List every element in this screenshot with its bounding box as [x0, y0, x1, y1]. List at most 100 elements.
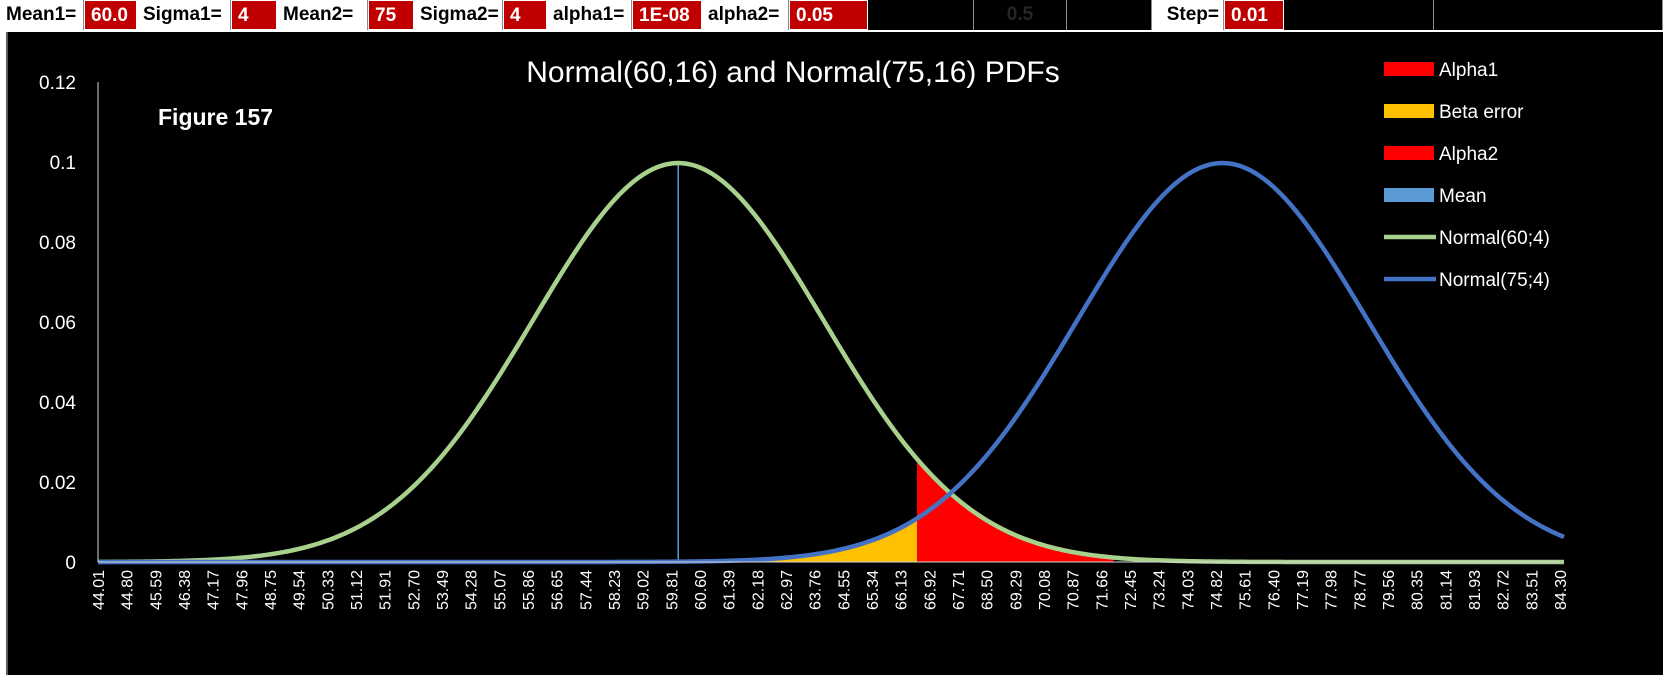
x-tick-label: 54.28: [464, 570, 481, 610]
x-tick-label: 82.72: [1496, 570, 1513, 610]
x-tick-label: 71.66: [1094, 570, 1111, 610]
y-tick-label: 0.06: [39, 313, 76, 334]
x-tick-label: 62.18: [750, 570, 767, 610]
x-tick-label: 84.30: [1553, 570, 1570, 610]
legend-label: Alpha1: [1439, 60, 1498, 81]
mean2-label: Mean2=: [277, 0, 368, 30]
legend: Alpha1 Beta error Alpha2 Mean Normal(60;4) No…: [1384, 60, 1550, 291]
x-tick-label: 60.60: [693, 570, 710, 610]
legend-swatch: [1384, 62, 1434, 76]
shaded-regions: [750, 458, 1114, 562]
x-tick-label: 50.33: [320, 570, 337, 610]
y-tick-label: 0.08: [39, 233, 76, 254]
x-tick-label: 53.49: [435, 570, 452, 610]
sigma1-label: Sigma1=: [137, 0, 231, 30]
sigma2-value-cell[interactable]: 4: [503, 0, 547, 30]
x-tick-label: 77.19: [1295, 570, 1312, 610]
x-axis-ticks: 44.01 44.80 45.59 46.38 47.17 47.96 48.75 49.54…: [91, 570, 1570, 610]
x-tick-label: 81.93: [1467, 570, 1484, 610]
x-tick-label: 66.92: [922, 570, 939, 610]
chart-area: Normal(60,16) and Normal(75,16) PDFs Fig…: [6, 32, 1663, 675]
series-line-2: [98, 160, 1565, 565]
parameter-bar: Mean1= 60.0 Sigma1= 4 Mean2= 75 Sigma2= …: [0, 0, 1663, 32]
series-line-1: [97, 160, 1564, 565]
y-tick-label: 0: [65, 553, 76, 574]
x-tick-label: 45.59: [148, 570, 165, 610]
empty-cell: [868, 0, 974, 30]
x-tick-label: 55.07: [492, 570, 509, 610]
x-tick-label: 69.29: [1008, 570, 1025, 610]
x-tick-label: 83.51: [1524, 570, 1541, 610]
x-tick-label: 80.35: [1410, 570, 1427, 610]
x-tick-label: 44.01: [91, 570, 108, 610]
x-tick-label: 59.81: [664, 570, 681, 610]
y-tick-label: 0.12: [39, 73, 76, 94]
x-tick-label: 51.91: [378, 570, 395, 610]
step-label: Step=: [1152, 0, 1224, 30]
pdf-curves: [97, 160, 1565, 565]
x-tick-label: 68.50: [980, 570, 997, 610]
x-tick-label: 63.76: [808, 570, 825, 610]
x-tick-label: 56.65: [550, 570, 567, 610]
legend-swatch: [1384, 146, 1434, 160]
step-value-cell[interactable]: 0.01: [1224, 0, 1284, 30]
x-tick-label: 70.87: [1066, 570, 1083, 610]
y-tick-label: 0.1: [50, 153, 76, 174]
x-tick-label: 67.71: [951, 570, 968, 610]
x-tick-label: 74.03: [1180, 570, 1197, 610]
x-tick-label: 62.97: [779, 570, 796, 610]
x-tick-label: 51.12: [349, 570, 366, 610]
alpha2-label: alpha2=: [702, 0, 789, 30]
x-tick-label: 58.23: [607, 570, 624, 610]
chart-title: Normal(60,16) and Normal(75,16) PDFs: [526, 56, 1060, 89]
empty-cell: [1067, 0, 1152, 30]
sigma1-value-cell[interactable]: 4: [231, 0, 277, 30]
region-beta-error: [750, 518, 917, 562]
mean1-label: Mean1=: [0, 0, 84, 30]
sigma2-label: Sigma2=: [414, 0, 503, 30]
region-alpha2: [916, 458, 1114, 562]
x-tick-label: 44.80: [120, 570, 137, 610]
x-tick-label: 48.75: [263, 570, 280, 610]
chart: Normal(60,16) and Normal(75,16) PDFs Fig…: [39, 56, 1570, 610]
x-tick-label: 70.08: [1037, 570, 1054, 610]
alpha1-value-cell[interactable]: 1E-08: [632, 0, 702, 30]
x-tick-label: 73.24: [1152, 570, 1169, 610]
mean2-value-cell[interactable]: 75: [368, 0, 414, 30]
x-tick-label: 78.77: [1352, 570, 1369, 610]
x-tick-label: 59.02: [636, 570, 653, 610]
empty-cell: [1284, 0, 1434, 30]
y-tick-label: 0.02: [39, 473, 76, 494]
x-tick-label: 64.55: [836, 570, 853, 610]
y-axis-ticks: 0 0.02 0.04 0.06 0.08 0.1 0.12: [39, 73, 76, 574]
mean1-value-cell[interactable]: 60.0: [84, 0, 137, 30]
x-tick-label: 47.17: [206, 570, 223, 610]
legend-label: Normal(75;4): [1439, 270, 1550, 291]
legend-label: Mean: [1439, 186, 1487, 207]
empty-cell: [1434, 0, 1663, 30]
x-tick-label: 55.86: [521, 570, 538, 610]
legend-swatch: [1384, 104, 1434, 118]
legend-label: Beta error: [1439, 102, 1524, 123]
x-tick-label: 47.96: [234, 570, 251, 610]
x-tick-label: 65.34: [865, 570, 882, 610]
legend-label: Normal(60;4): [1439, 228, 1550, 249]
x-tick-label: 72.45: [1123, 570, 1140, 610]
x-tick-label: 79.56: [1381, 570, 1398, 610]
x-tick-label: 61.39: [722, 570, 739, 610]
x-tick-label: 77.98: [1324, 570, 1341, 610]
x-tick-label: 74.82: [1209, 570, 1226, 610]
figure-label: Figure 157: [158, 104, 273, 130]
alpha2-value-cell[interactable]: 0.05: [789, 0, 868, 30]
x-tick-label: 66.13: [894, 570, 911, 610]
x-tick-label: 52.70: [406, 570, 423, 610]
x-tick-label: 46.38: [177, 570, 194, 610]
x-tick-label: 57.44: [578, 570, 595, 610]
legend-swatch: [1384, 188, 1434, 202]
y-tick-label: 0.04: [39, 393, 76, 414]
x-tick-label: 49.54: [292, 570, 309, 610]
x-tick-label: 76.40: [1266, 570, 1283, 610]
faint-value-cell: 0.5: [974, 0, 1067, 30]
x-tick-label: 81.14: [1438, 570, 1455, 610]
legend-label: Alpha2: [1439, 144, 1498, 165]
